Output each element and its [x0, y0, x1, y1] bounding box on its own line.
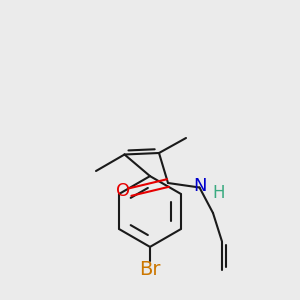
Text: Br: Br [139, 260, 161, 279]
Text: N: N [194, 177, 207, 195]
Text: H: H [213, 184, 225, 202]
Text: O: O [116, 182, 130, 200]
